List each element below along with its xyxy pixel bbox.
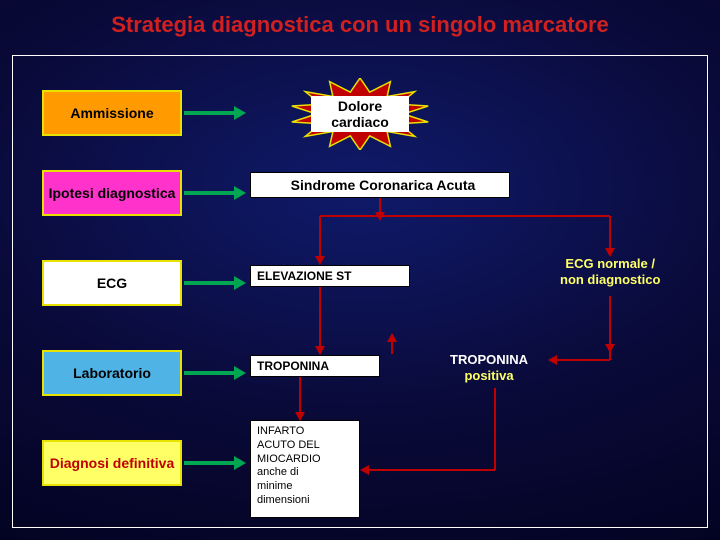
- side-arrow: [184, 111, 234, 115]
- acs-box: Sindrome Coronarica Acuta: [250, 172, 510, 198]
- infarto-line: minime: [257, 480, 353, 494]
- flow-arrow-head: [315, 346, 325, 355]
- side-arrow-head: [234, 186, 246, 200]
- infarto-line: MIOCARDIO: [257, 453, 353, 467]
- troponin-box-label: TROPONINA: [257, 359, 329, 373]
- side-box-label: ECG: [97, 275, 127, 291]
- flow-arrow-head: [360, 465, 369, 475]
- starburst-label: Dolore cardiaco: [290, 78, 430, 150]
- side-box-ammissione: Ammissione: [42, 90, 182, 136]
- side-arrow: [184, 191, 234, 195]
- flow-line: [556, 359, 610, 361]
- starburst-label-text: Dolore cardiaco: [311, 96, 409, 132]
- side-arrow: [184, 461, 234, 465]
- side-box-label: Diagnosi definitiva: [50, 455, 174, 471]
- flow-arrow: [609, 296, 611, 346]
- flow-arrow: [319, 287, 321, 348]
- starburst-dolore: Dolore cardiaco: [290, 78, 430, 150]
- side-box-laboratorio: Laboratorio: [42, 350, 182, 396]
- infarto-line: anche di: [257, 466, 353, 480]
- flow-line: [320, 215, 610, 217]
- flow-arrow: [299, 377, 301, 414]
- infarto-line: INFARTO: [257, 425, 353, 439]
- side-arrow-head: [234, 456, 246, 470]
- ecg-normal-line1: ECG normale /: [560, 256, 660, 272]
- troponin-box: TROPONINA: [250, 355, 380, 377]
- flow-arrow-head: [387, 333, 397, 342]
- slide-title: Strategia diagnostica con un singolo mar…: [0, 12, 720, 38]
- st-elevation-box: ELEVAZIONE ST: [250, 265, 410, 287]
- flow-arrow-head: [315, 256, 325, 265]
- side-box-label: Laboratorio: [73, 365, 151, 381]
- side-arrow: [184, 371, 234, 375]
- st-elevation-box-label: ELEVAZIONE ST: [257, 269, 351, 283]
- side-box-ipotesi: Ipotesi diagnostica: [42, 170, 182, 216]
- flow-arrow-head: [548, 355, 557, 365]
- flow-arrow: [609, 216, 611, 250]
- flow-arrow-head: [605, 248, 615, 257]
- flow-line: [368, 469, 495, 471]
- ecg-normal-text: ECG normale /non diagnostico: [560, 256, 660, 287]
- side-arrow-head: [234, 366, 246, 380]
- ecg-normal-line2: non diagnostico: [560, 272, 660, 288]
- flow-line: [609, 346, 611, 360]
- slide-root: Strategia diagnostica con un singolo mar…: [0, 0, 720, 540]
- trop-pos-line2: positiva: [450, 368, 528, 384]
- trop-pos-line1: TROPONINA: [450, 352, 528, 368]
- acs-box-label: Sindrome Coronarica Acuta: [291, 177, 476, 193]
- side-arrow-head: [234, 276, 246, 290]
- side-box-diagnosi: Diagnosi definitiva: [42, 440, 182, 486]
- infarto-line: dimensioni: [257, 494, 353, 508]
- flow-arrow: [391, 340, 393, 354]
- infarto-line: ACUTO DEL: [257, 439, 353, 453]
- side-box-ecg: ECG: [42, 260, 182, 306]
- side-box-label: Ipotesi diagnostica: [49, 185, 176, 201]
- side-arrow-head: [234, 106, 246, 120]
- flow-arrow-head: [295, 412, 305, 421]
- flow-arrow: [319, 216, 321, 258]
- infarto-box: INFARTOACUTO DELMIOCARDIOanche diminimed…: [250, 420, 360, 518]
- side-box-label: Ammissione: [70, 105, 153, 121]
- side-arrow: [184, 281, 234, 285]
- flow-line: [494, 388, 496, 470]
- troponin-positive-text: TROPONINApositiva: [450, 352, 528, 383]
